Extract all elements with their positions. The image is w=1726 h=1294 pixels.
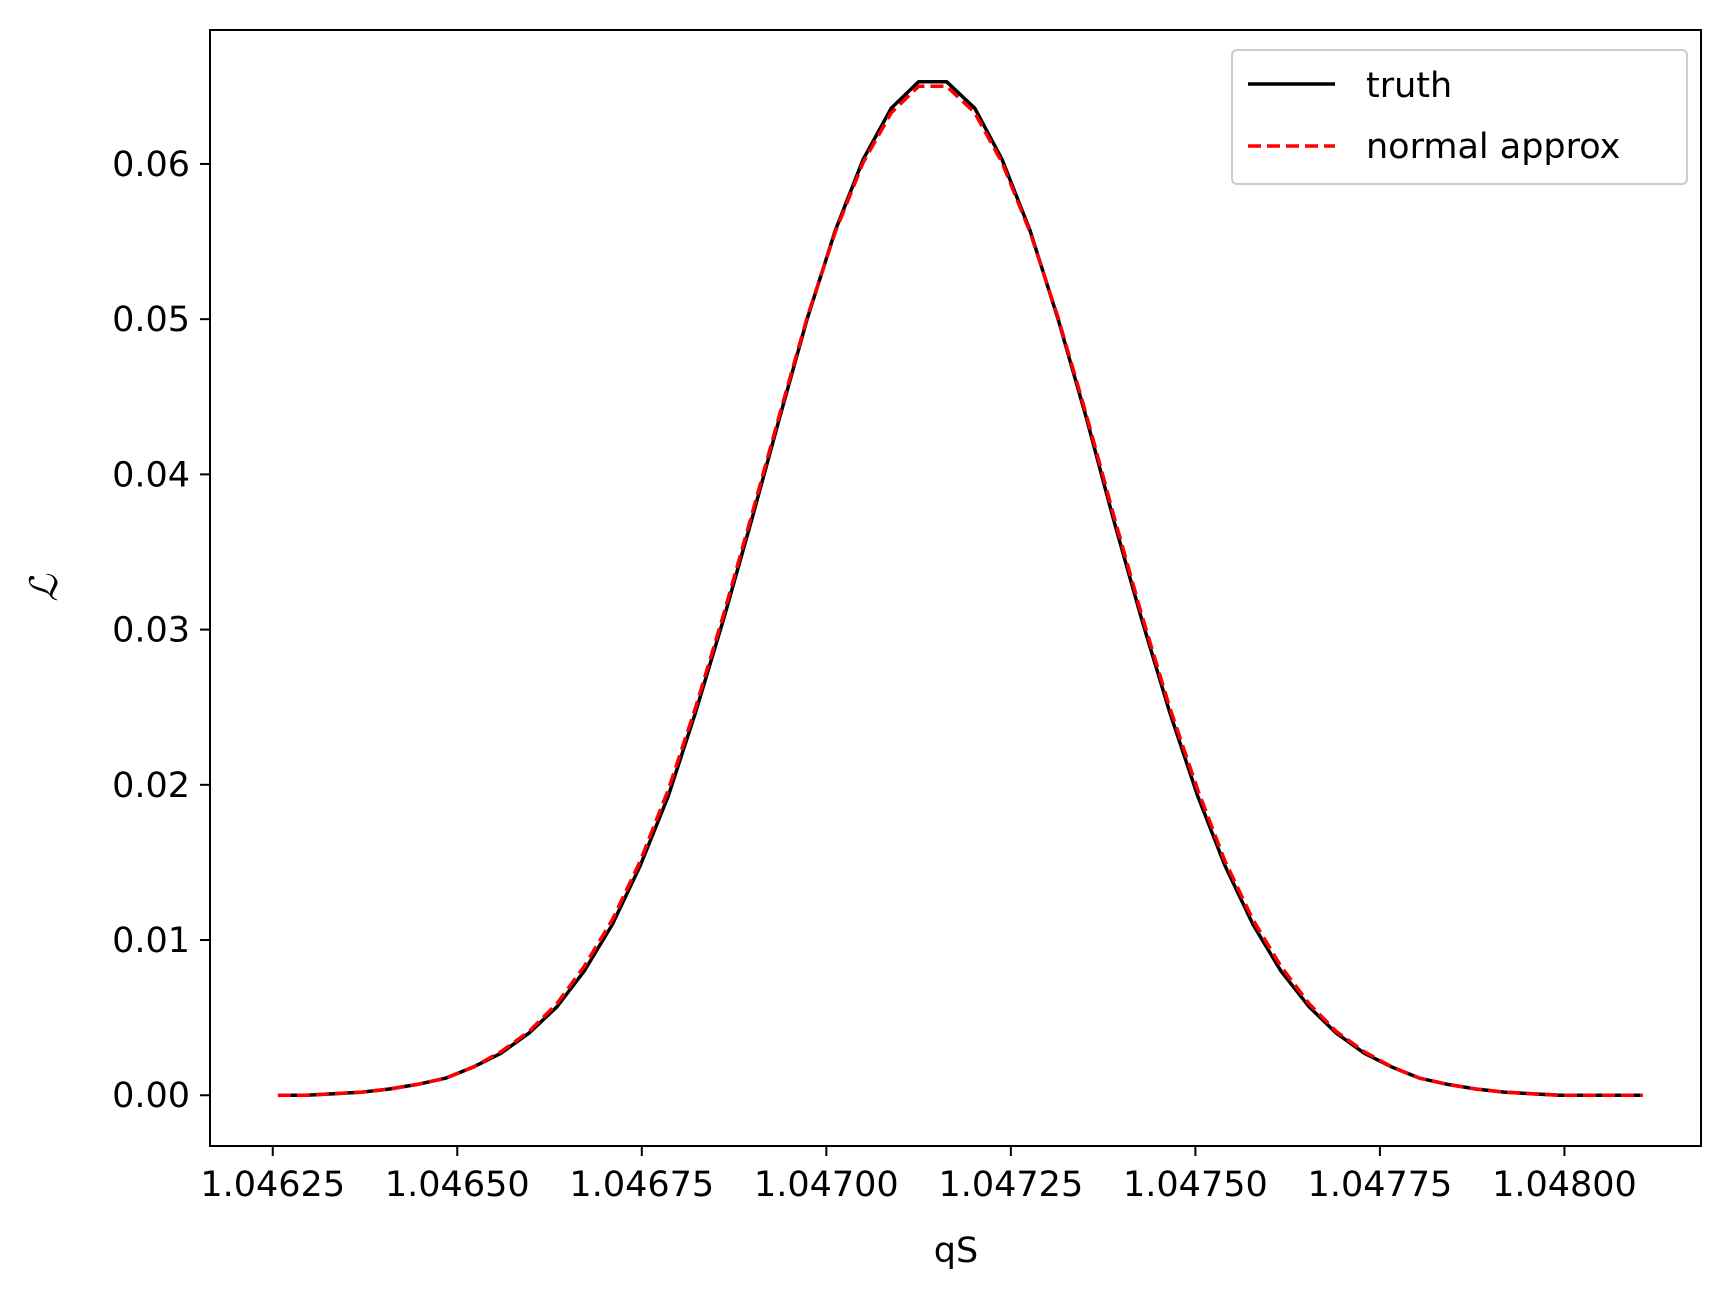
series-line-normal-approx	[277, 84, 1643, 1097]
plot-area	[210, 30, 1701, 1146]
y-tick-label: 0.06	[112, 145, 190, 185]
x-tick-label: 1.04625	[200, 1165, 345, 1205]
y-tick-label: 0.04	[112, 455, 190, 495]
legend: truth normal approx	[1231, 49, 1688, 185]
y-tick-label: 0.05	[112, 300, 190, 340]
y-axis-ticks: 0.00 0.01 0.02 0.03 0.04 0.05 0.06	[112, 145, 210, 1116]
plot-frame	[209, 29, 1702, 1147]
legend-normal-approx-label: normal approx	[1366, 127, 1620, 167]
series-layer	[277, 79, 1643, 1097]
y-tick-label: 0.01	[112, 921, 190, 961]
x-axis-label: qS	[934, 1231, 978, 1271]
x-tick-label: 1.04700	[754, 1165, 899, 1205]
x-tick-label: 1.04725	[938, 1165, 1083, 1205]
x-tick-label: 1.04675	[569, 1165, 714, 1205]
y-tick-label: 0.02	[112, 766, 190, 806]
x-tick-label: 1.04775	[1308, 1165, 1453, 1205]
y-tick-label: 0.00	[112, 1076, 190, 1116]
x-axis-ticks: 1.04625 1.04650 1.04675 1.04700 1.04725 1.047…	[200, 1146, 1637, 1205]
x-tick-label: 1.04650	[385, 1165, 530, 1205]
y-axis-label: ℒ	[22, 573, 66, 602]
legend-truth-label: truth	[1366, 66, 1452, 106]
y-tick-label: 0.03	[112, 611, 190, 651]
x-tick-label: 1.04750	[1123, 1165, 1268, 1205]
legend-frame	[1231, 49, 1688, 185]
x-tick-label: 1.04800	[1492, 1165, 1637, 1205]
